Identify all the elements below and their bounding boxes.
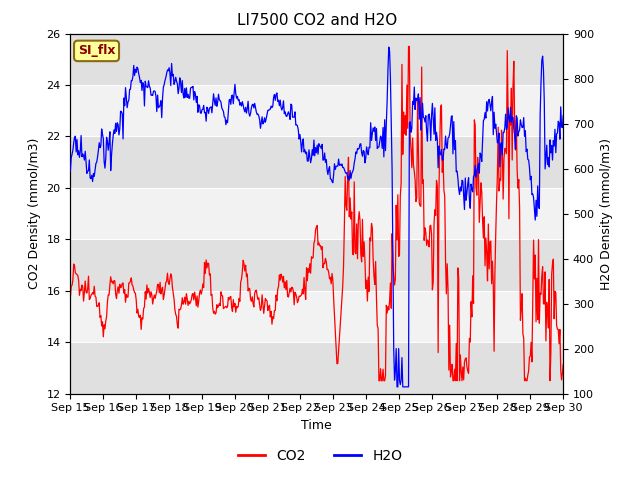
X-axis label: Time: Time (301, 419, 332, 432)
Y-axis label: H2O Density (mmol/m3): H2O Density (mmol/m3) (600, 138, 612, 289)
Bar (70, 188, 563, 240)
Bar (70, 342, 563, 394)
Bar (70, 34, 563, 85)
Bar (70, 85, 563, 136)
Bar (70, 240, 563, 291)
Y-axis label: CO2 Density (mmol/m3): CO2 Density (mmol/m3) (28, 138, 41, 289)
Bar (70, 136, 563, 188)
Text: SI_flx: SI_flx (78, 44, 115, 58)
Title: LI7500 CO2 and H2O: LI7500 CO2 and H2O (237, 13, 397, 28)
Bar (70, 291, 563, 342)
Legend: CO2, H2O: CO2, H2O (232, 443, 408, 468)
